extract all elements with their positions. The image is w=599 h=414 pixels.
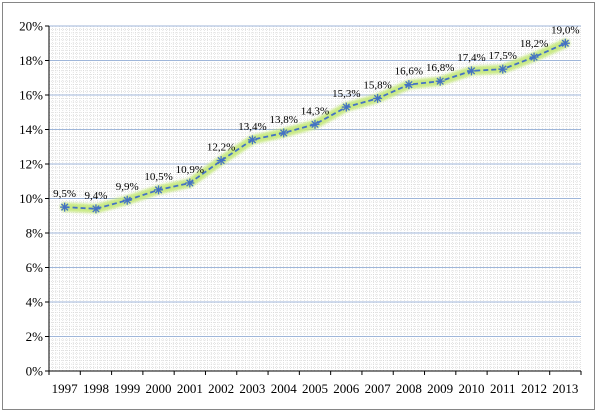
y-tick-label: 14% — [19, 122, 43, 137]
marker-stroke — [248, 136, 257, 144]
data-label: 14,3% — [301, 105, 329, 117]
data-point — [91, 204, 101, 214]
x-tick-label: 2013 — [552, 381, 578, 396]
data-label: 12,2% — [207, 142, 235, 154]
marker-stroke — [436, 77, 444, 85]
data-point — [310, 119, 320, 129]
data-label: 19,0% — [551, 24, 579, 36]
data-label: 16,6% — [395, 66, 423, 78]
data-label: 15,8% — [363, 79, 391, 91]
x-tick-label: 2012 — [521, 381, 547, 396]
data-label: 10,5% — [144, 171, 172, 183]
marker-stroke — [499, 65, 507, 73]
y-tick-label: 10% — [19, 191, 43, 206]
axes — [45, 25, 582, 375]
y-tick-label: 8% — [26, 226, 44, 241]
marker-stroke — [405, 80, 413, 89]
data-point — [216, 156, 226, 166]
y-tick-label: 12% — [19, 157, 43, 172]
x-tick-label: 2002 — [208, 381, 234, 396]
x-tick-label: 2003 — [239, 381, 265, 396]
data-point — [185, 178, 195, 188]
marker-stroke — [123, 196, 131, 204]
data-point — [404, 80, 414, 90]
marker-stroke — [186, 179, 194, 187]
series-layer — [60, 38, 570, 214]
marker-stroke — [467, 67, 476, 75]
x-tick-label: 2000 — [146, 381, 172, 396]
data-label: 17,5% — [489, 50, 517, 62]
data-label: 13,4% — [238, 121, 266, 133]
y-tick-label: 0% — [26, 364, 44, 379]
x-tick-label: 1998 — [83, 381, 109, 396]
data-label: 16,8% — [426, 62, 454, 74]
data-label: 10,9% — [176, 164, 204, 176]
data-point — [122, 195, 132, 205]
x-tick-label: 2001 — [177, 381, 203, 396]
marker-stroke — [373, 94, 382, 103]
data-label: 9,4% — [84, 190, 107, 202]
data-label: 9,5% — [53, 188, 76, 200]
data-point — [498, 64, 508, 74]
x-tick-label: 2011 — [490, 381, 516, 396]
data-point — [373, 93, 383, 103]
x-tick-label: 2007 — [365, 381, 392, 396]
chart-frame: 0% 2% 4% 6% 8% 10% 12% 14% 16% 18% 20% 1997 1998 199… — [2, 2, 595, 410]
marker-stroke — [92, 205, 100, 213]
data-point — [466, 66, 476, 76]
x-tick-label: 2010 — [458, 381, 484, 396]
data-point — [435, 76, 445, 86]
x-tick-label: 1997 — [52, 381, 79, 396]
x-axis-tick-labels: 1997 1998 1999 2000 2001 2002 2003 2004 2005 2006… — [52, 381, 579, 396]
marker-stroke — [342, 103, 350, 111]
marker-stroke — [280, 129, 288, 137]
y-tick-label: 4% — [26, 295, 44, 310]
marker-stroke — [311, 120, 319, 129]
data-labels: 9,5% 9,4% 9,9% 10,5% 10,9%12,2%13,4%13,8% 14,… — [53, 24, 579, 202]
marker-stroke — [530, 53, 538, 61]
x-tick-label: 2004 — [271, 381, 298, 396]
data-label: 9,9% — [116, 181, 139, 193]
data-point — [154, 185, 164, 195]
y-tick-label: 20% — [19, 19, 43, 34]
marker-stroke — [217, 156, 225, 165]
x-tick-label: 2009 — [427, 381, 453, 396]
y-tick-label: 16% — [19, 88, 43, 103]
data-point — [279, 128, 289, 138]
data-label: 17,4% — [457, 52, 485, 64]
data-point — [529, 52, 539, 62]
x-tick-label: 1999 — [114, 381, 140, 396]
marker-stroke — [561, 39, 570, 47]
line-chart: 0%2%4%6%8%10%12%14%16%18%20% 1997 1998 199… — [19, 19, 582, 396]
x-tick-label: 2006 — [333, 381, 360, 396]
data-point — [341, 102, 351, 112]
y-tick-label: 2% — [26, 329, 44, 344]
data-label: 13,8% — [269, 114, 297, 126]
data-point — [60, 202, 70, 212]
data-label: 15,3% — [332, 88, 360, 100]
marker-stroke — [154, 186, 163, 194]
x-tick-label: 2008 — [396, 381, 422, 396]
x-tick-label: 2005 — [302, 381, 328, 396]
y-tick-label: 6% — [26, 260, 44, 275]
data-point — [247, 135, 257, 145]
y-axis-tick-labels: 0% 2% 4% 6% 8% 10% 12% 14% 16% 18% 20% — [19, 19, 43, 379]
data-point — [560, 38, 570, 48]
data-label: 18,2% — [520, 38, 548, 50]
marker-stroke — [60, 203, 69, 211]
y-tick-label: 18% — [19, 53, 43, 68]
